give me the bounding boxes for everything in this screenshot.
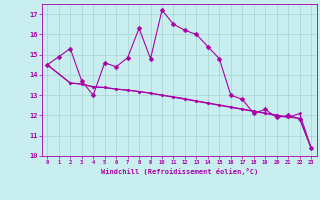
X-axis label: Windchill (Refroidissement éolien,°C): Windchill (Refroidissement éolien,°C) [100, 168, 258, 175]
